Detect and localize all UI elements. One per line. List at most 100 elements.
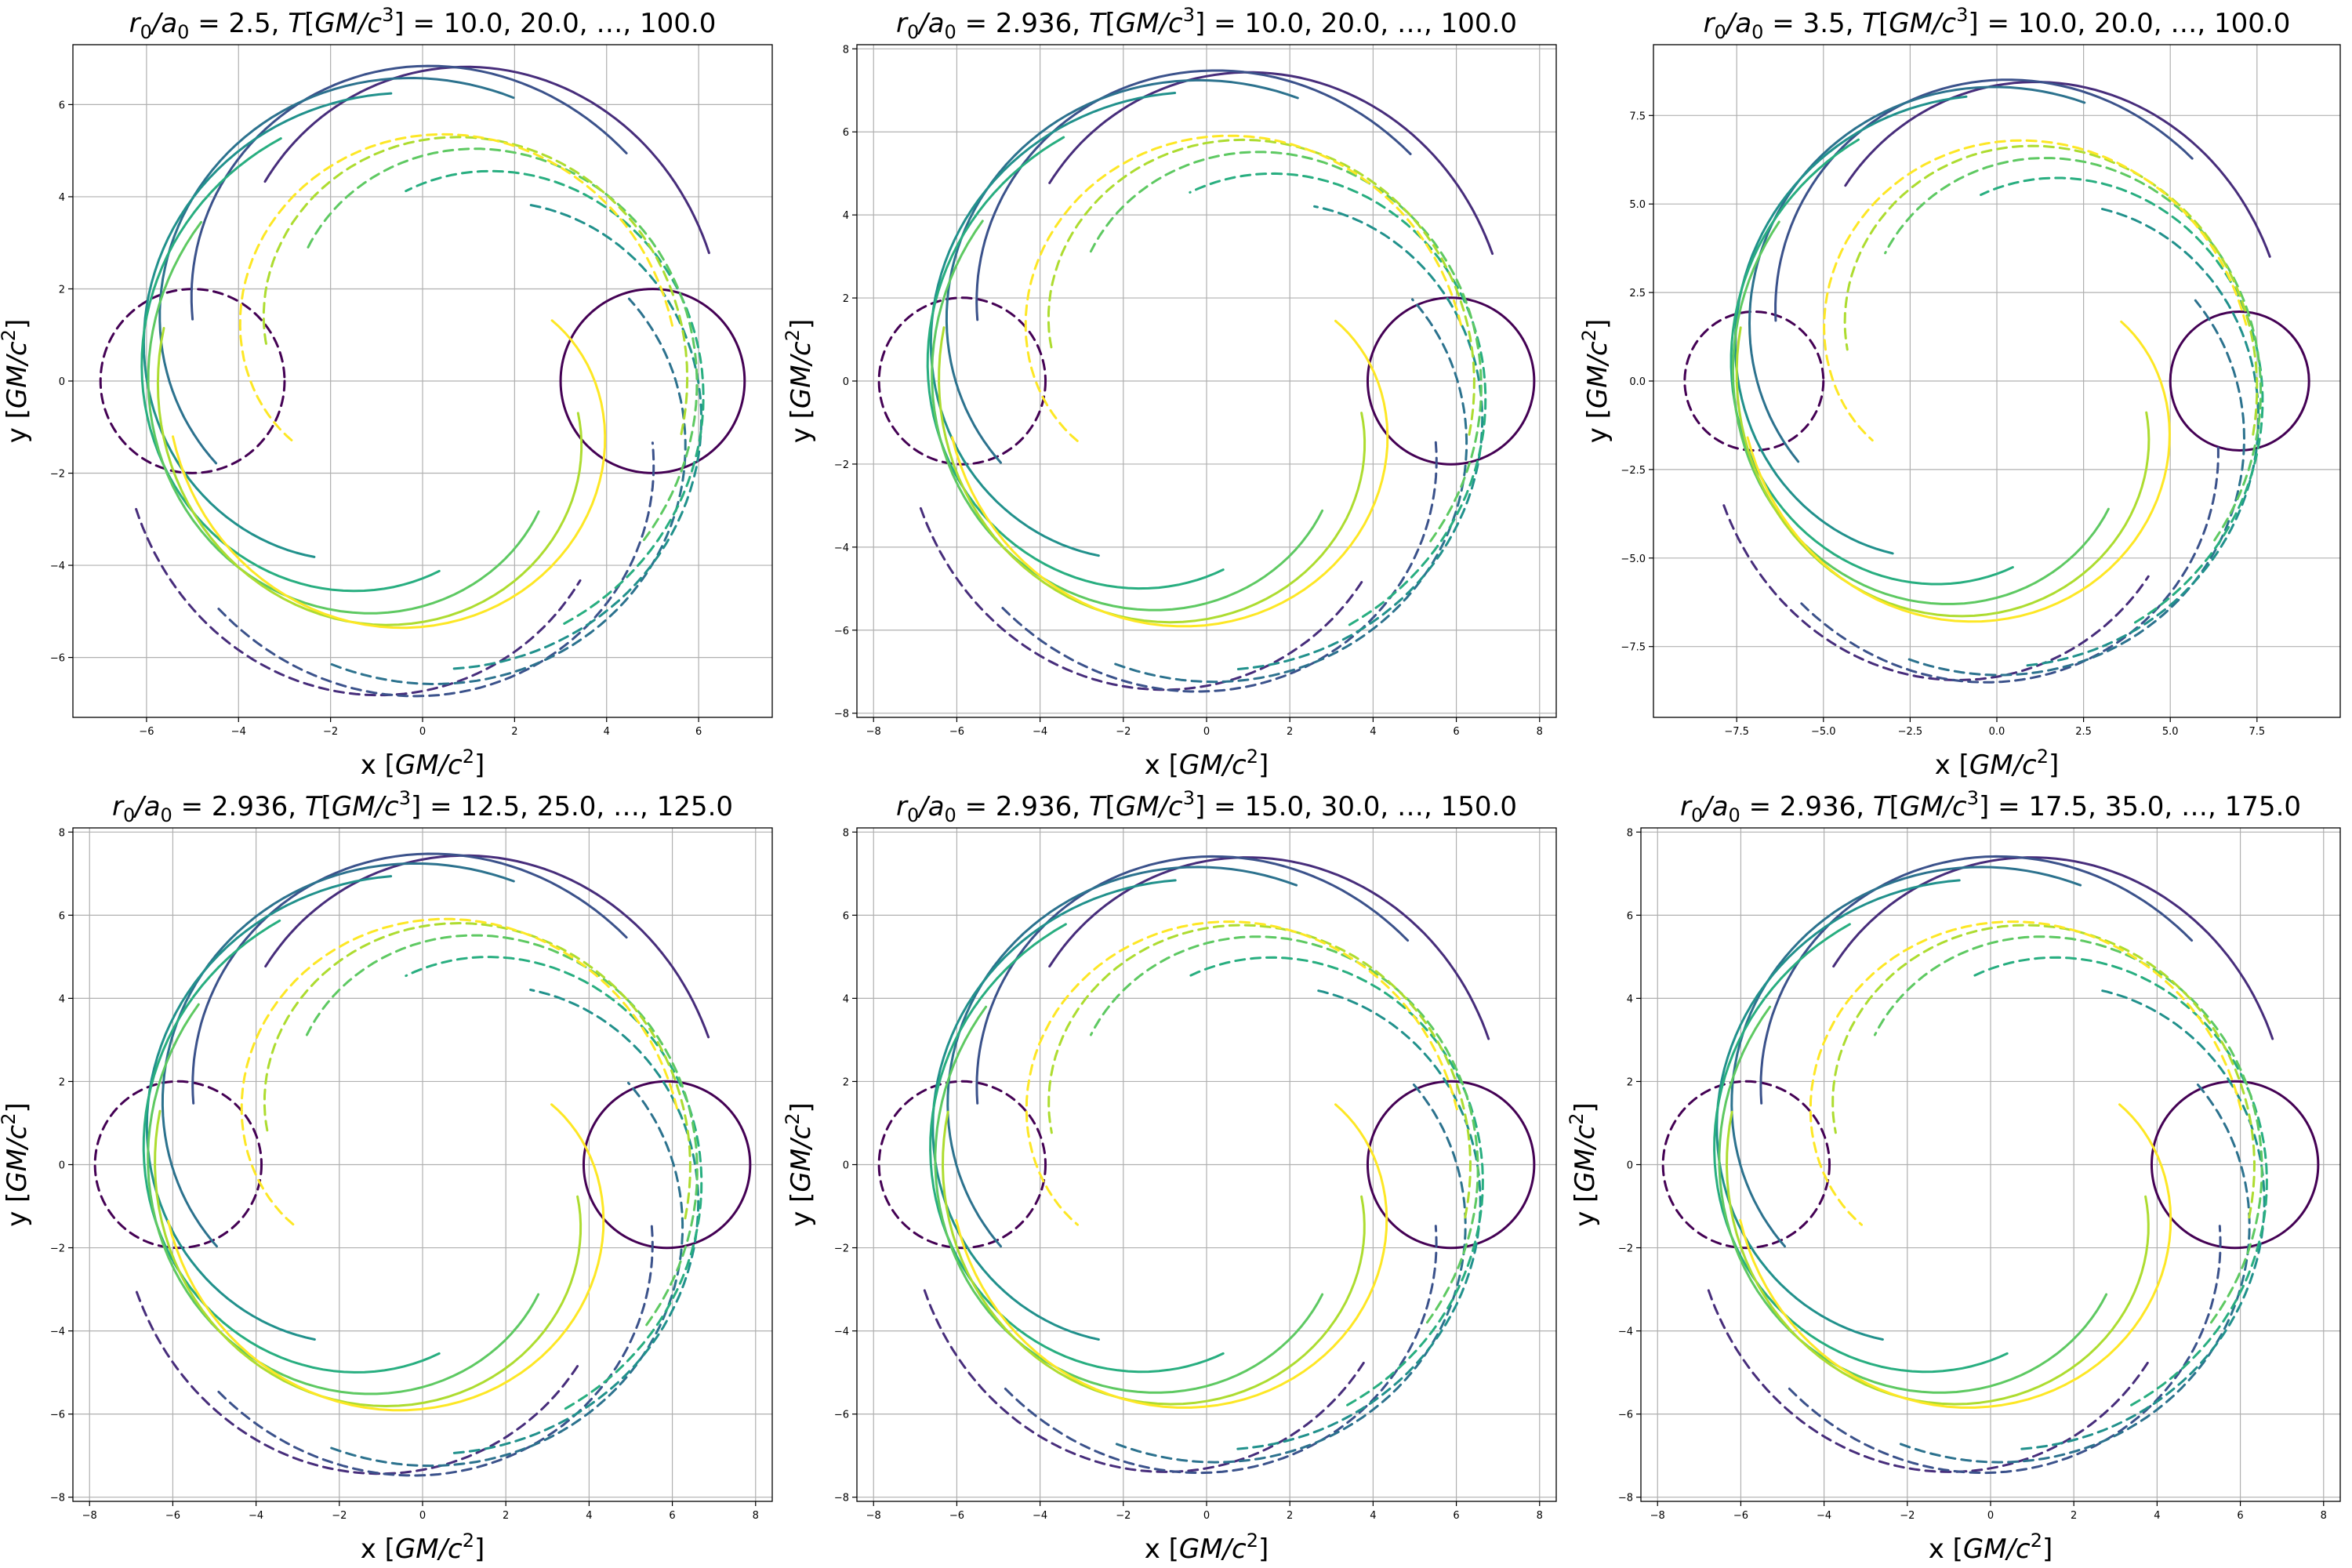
series-arc [1884,157,2263,542]
x-tick-label: 8 [1537,726,1543,738]
y-tick-label: 8 [59,827,65,839]
x-tick-label: −8 [866,1510,881,1522]
curves [99,64,746,698]
y-tick-label: −6 [834,1410,849,1421]
series-arc [1114,298,1468,684]
x-tick-label: −8 [866,726,881,738]
series-arc [955,1103,1388,1409]
y-tick-label: 4 [843,210,849,222]
series-arc [1189,956,1484,1406]
x-axis-label: x [GM/c2] [361,1530,485,1565]
series-arc [147,220,540,615]
series-arc [1735,326,2151,618]
y-tick-label: −2 [834,1243,849,1255]
series-arc [1048,856,1490,1040]
y-tick-label: 6 [59,100,65,111]
x-tick-label: −5.0 [1811,726,1836,738]
x-tick-label: 6 [695,726,702,738]
x-tick-label: 4 [1370,1510,1376,1522]
x-tick-label: −2 [1900,1510,1915,1522]
series-arc [1788,1225,2222,1475]
curves [1661,855,2320,1475]
x-axis-label: x [GM/c2] [1145,746,1269,781]
series-arc [191,852,628,1105]
x-tick-label: −6 [165,1510,180,1522]
y-tick-label: −4 [834,543,849,554]
series-arc [951,319,1389,628]
x-tick-label: 2 [511,726,517,738]
series-arc [931,220,1324,612]
y-tick-label: −2 [1618,1243,1633,1255]
series-arc [161,862,515,1248]
series-circle-solid [2150,1080,2320,1250]
series-arc [1001,441,1438,693]
x-axis-label: x [GM/c2] [1929,1530,2053,1565]
series-arc [1973,956,2268,1406]
series-arc [946,866,1298,1248]
x-tick-label: 8 [2321,1510,2327,1522]
x-tick-label: 6 [2237,1510,2243,1522]
series-arc [1089,151,1483,543]
y-tick-label: 0 [843,1160,849,1172]
x-tick-label: 0 [419,1510,426,1522]
series-arc [1048,71,1494,256]
chart-title: r0/a0 = 2.936, T[GM/c3] = 10.0, 20.0, …,… [896,4,1517,43]
y-tick-label: −5.0 [1621,554,1646,565]
series-arc [1004,1225,1438,1475]
series-arc [1718,1005,2108,1394]
x-tick-label: −4 [1817,1510,1831,1522]
series-arc [135,1290,581,1475]
y-tick-label: 0.0 [1629,376,1646,388]
curves [93,852,752,1477]
y-tick-label: −6 [50,1410,65,1421]
series-arc [156,327,583,626]
x-tick-label: −6 [139,726,154,738]
series-circle-solid [2169,310,2310,452]
series-arc [240,917,678,1226]
y-tick-label: 2 [59,1076,65,1088]
series-arc [1730,866,2082,1248]
series-arc [942,1110,1366,1406]
y-axis-label: y [GM/c2] [782,1102,817,1227]
series-arc [1047,924,1472,1219]
series-arc [217,441,655,698]
series-arc [262,136,689,435]
y-tick-label: 6 [1627,910,1633,922]
series-arc [405,956,703,1410]
series-arc [1844,81,2271,258]
series-arc [135,507,582,697]
series-arc [919,506,1365,691]
x-tick-label: 2.5 [2075,726,2092,738]
series-arc [1025,920,1458,1226]
y-tick-label: 6 [843,910,849,922]
panel-6: r0/a0 = 2.936, T[GM/c3] = 17.5, 35.0, …,… [1566,787,2341,1565]
series-circle-dashed [877,1080,1047,1250]
series-arc [1823,139,2248,442]
series-arc [929,923,1225,1374]
series-arc [330,297,687,685]
series-arc [1024,134,1462,443]
y-tick-label: 0 [843,376,849,388]
x-tick-label: −4 [249,1510,263,1522]
y-tick-label: 2 [59,284,65,296]
series-arc [263,65,710,255]
series-arc [1089,935,1479,1324]
series-circle-solid [582,1080,752,1250]
series-arc [145,875,393,1341]
series-arc [1047,138,1475,436]
series-arc [305,147,699,542]
chart-title: r0/a0 = 2.5, T[GM/c3] = 10.0, 20.0, …, 1… [129,4,717,43]
x-tick-label: 4 [604,726,610,738]
y-tick-label: 2 [843,1076,849,1088]
series-arc [147,1003,540,1396]
chart-title: r0/a0 = 2.936, T[GM/c3] = 15.0, 30.0, …,… [896,787,1517,826]
series-arc [190,64,628,321]
series-circle-dashed [1683,310,1825,452]
y-tick-label: −8 [834,709,849,720]
series-arc [1759,855,2194,1105]
series-circle-solid [1366,296,1536,466]
series-arc [975,855,1410,1105]
x-tick-label: −4 [1033,726,1047,738]
series-arc [1726,1110,2150,1406]
x-axis-label: x [GM/c2] [361,746,485,781]
